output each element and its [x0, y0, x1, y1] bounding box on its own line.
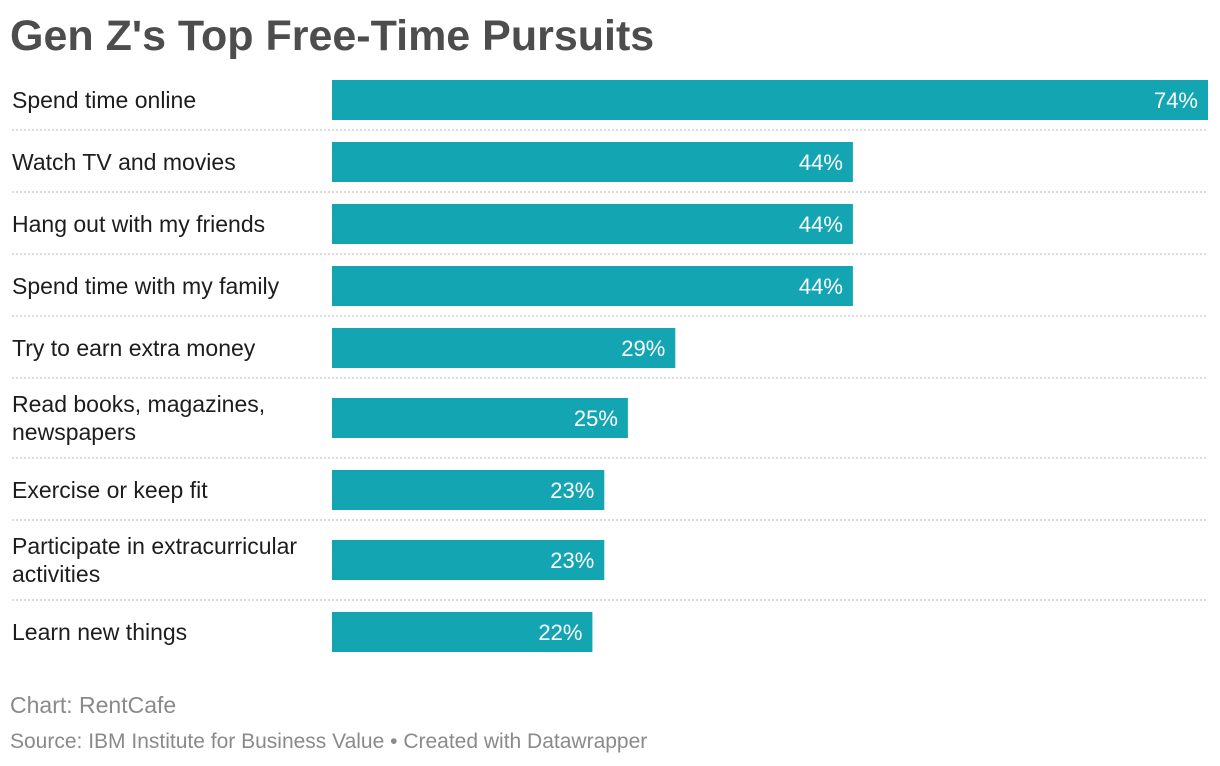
category-label-line: Learn new things — [12, 619, 187, 645]
bar-2 — [332, 142, 853, 182]
bar-value-label-1: 74% — [1154, 88, 1198, 113]
category-label-5: Try to earn extra money — [12, 335, 256, 361]
source-separator: • — [384, 730, 404, 753]
category-label-2: Watch TV and movies — [12, 149, 236, 175]
chart-title: Gen Z's Top Free-Time Pursuits — [10, 12, 655, 60]
bar-value-label-4: 44% — [799, 274, 843, 299]
category-label-line: newspapers — [12, 419, 136, 445]
bar-3 — [332, 204, 853, 244]
category-label-1: Spend time online — [12, 87, 196, 113]
bar-value-label-3: 44% — [799, 212, 843, 237]
bar-value-label-2: 44% — [799, 150, 843, 175]
category-label-4: Spend time with my family — [12, 273, 280, 299]
bar-5 — [332, 328, 676, 368]
bar-value-label-5: 29% — [621, 336, 665, 361]
bar-value-label-9: 22% — [538, 620, 582, 645]
category-label-line: Spend time online — [12, 87, 196, 113]
category-label-7: Exercise or keep fit — [12, 477, 208, 503]
category-label-line: Try to earn extra money — [12, 335, 256, 361]
category-label-line: Read books, magazines, — [12, 391, 265, 417]
chart-credit: Chart: RentCafe — [10, 692, 177, 718]
bar-8 — [332, 540, 605, 580]
category-label-line: Hang out with my friends — [12, 211, 265, 237]
bar-value-label-6: 25% — [574, 406, 618, 431]
category-label-line: Exercise or keep fit — [12, 477, 208, 503]
category-label-line: Spend time with my family — [12, 273, 280, 299]
category-label-3: Hang out with my friends — [12, 211, 265, 237]
category-label-line: activities — [12, 561, 100, 587]
bar-4 — [332, 266, 853, 306]
category-label-line: Watch TV and movies — [12, 149, 236, 175]
bar-6 — [332, 398, 628, 438]
bar-value-label-7: 23% — [550, 478, 594, 503]
bar-7 — [332, 470, 605, 510]
source-text: Source: IBM Institute for Business Value — [10, 730, 385, 753]
bar-1 — [332, 80, 1208, 120]
source-line: Source: IBM Institute for Business Value… — [10, 728, 647, 756]
category-label-8: Participate in extracurricular activities — [12, 533, 297, 587]
category-label-9: Learn new things — [12, 619, 187, 645]
bar-9 — [332, 612, 593, 652]
category-label-line: Participate in extracurricular — [12, 533, 297, 559]
category-label-6: Read books, magazines, newspapers — [12, 391, 265, 445]
bar-value-label-8: 23% — [550, 548, 594, 573]
created-with: Created with Datawrapper — [403, 730, 648, 753]
